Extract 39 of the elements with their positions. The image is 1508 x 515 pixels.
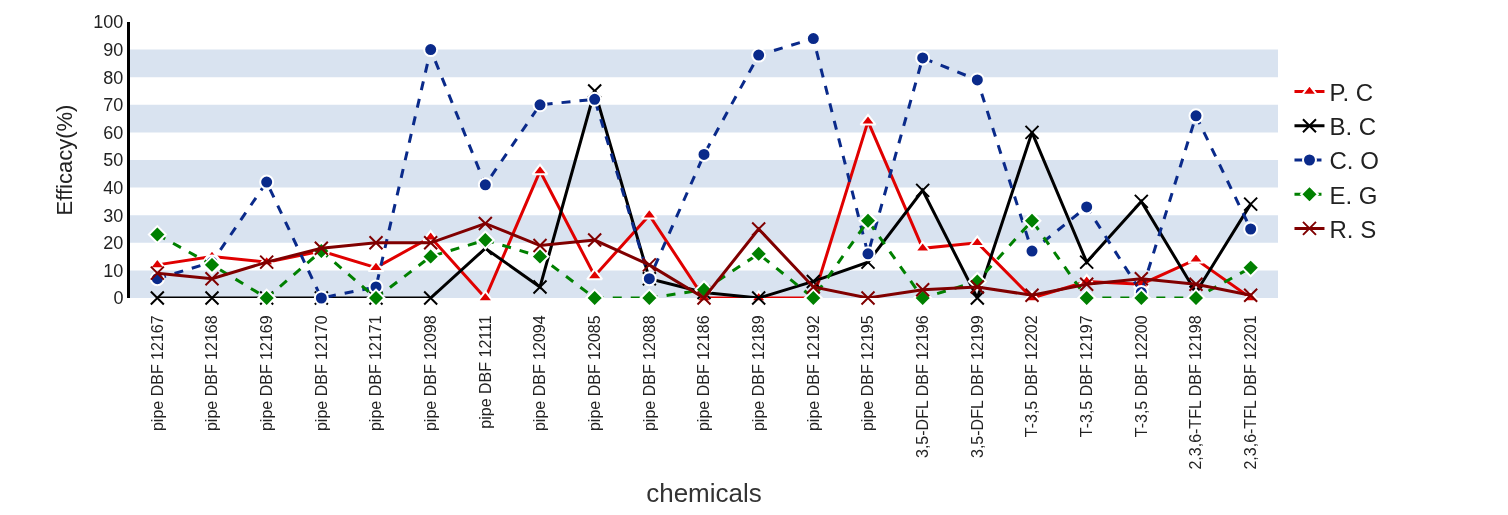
legend-label: B. C (1329, 113, 1377, 141)
x-tick-label: pipe DBF 12111 (476, 315, 494, 429)
y-tick-label: 70 (103, 95, 124, 116)
y-tick-label: 10 (103, 260, 124, 281)
legend-label: P. C (1329, 78, 1374, 106)
x-tick-label: pipe DBF 12186 (695, 315, 713, 432)
y-tick-label: 50 (103, 150, 124, 171)
y-axis-title: Efficacy(%) (52, 104, 78, 216)
x-tick-label: pipe DBF 12170 (312, 315, 330, 432)
legend-label: C. O (1329, 147, 1379, 175)
x-tick-label: pipe DBF 12098 (421, 315, 439, 432)
y-tick-label: 80 (103, 67, 124, 88)
y-tick-label: 90 (103, 39, 124, 60)
x-tick-label: pipe DBF 12171 (367, 315, 385, 432)
y-tick-label: 30 (103, 205, 124, 226)
x-tick-label: 2,3,6-TFL DBF 12201 (1241, 315, 1259, 470)
x-tick-label: pipe DBF 12189 (749, 315, 767, 432)
x-axis-title: chemicals (646, 478, 762, 509)
x-tick-label: pipe DBF 12169 (257, 315, 275, 432)
x-tick-label: pipe DBF 12167 (148, 315, 166, 432)
y-tick-label: 0 (113, 288, 124, 309)
x-tick-label: 3,5-DFL DBF 12196 (913, 315, 931, 458)
legend-label: R. S (1329, 215, 1377, 243)
x-tick-label: T-3,5 DBF 12197 (1077, 315, 1095, 438)
x-tick-label: T-3,5 DBF 12200 (1132, 315, 1150, 438)
x-tick-label: pipe DBF 12088 (640, 315, 658, 432)
x-tick-label: 2,3,6-TFL DBF 12198 (1187, 315, 1205, 470)
y-tick-label: 40 (103, 177, 124, 198)
x-tick-label: pipe DBF 12195 (859, 315, 877, 432)
y-tick-label: 100 (93, 12, 124, 33)
x-tick-label: pipe DBF 12192 (804, 315, 822, 432)
x-tick-label: pipe DBF 12168 (203, 315, 221, 432)
x-tick-label: pipe DBF 12085 (585, 315, 603, 432)
y-tick-label: 60 (103, 122, 124, 143)
x-tick-label: T-3,5 DBF 12202 (1023, 315, 1041, 438)
x-tick-label: pipe DBF 12094 (531, 315, 549, 432)
legend-label: E. G (1329, 181, 1378, 209)
x-tick-label: 3,5-DFL DBF 12199 (968, 315, 986, 458)
y-tick-label: 20 (103, 233, 124, 254)
